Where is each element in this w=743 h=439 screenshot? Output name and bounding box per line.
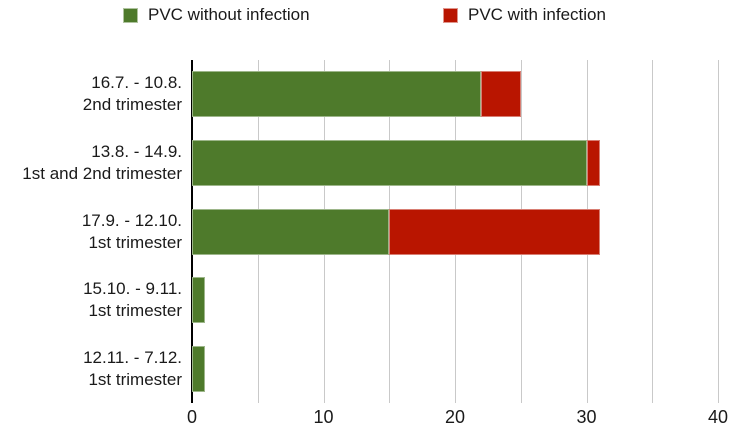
x-tick-label: 0 xyxy=(186,407,197,427)
category-label-line: 15.10. - 9.11. xyxy=(83,279,182,299)
category-label-line: 1st trimester xyxy=(88,369,182,389)
category-label-line: 12.11. - 7.12. xyxy=(83,347,182,367)
bar-segment xyxy=(192,208,390,255)
x-tick-label: 40 xyxy=(707,407,729,427)
bar-segment xyxy=(192,71,482,118)
bar-segment xyxy=(192,139,587,186)
category-label: 16.7. - 10.8. 2nd trimester xyxy=(0,72,182,116)
category-label-line: 16.7. - 10.8. xyxy=(91,73,182,93)
bar-segment xyxy=(586,139,600,186)
category-label: 15.10. - 9.11. 1st trimester xyxy=(0,278,182,322)
bar-segment xyxy=(481,71,521,118)
legend: PVC without infection PVC with infection xyxy=(0,0,743,32)
category-label: 12.11. - 7.12. 1st trimester xyxy=(0,347,182,391)
bar-segment xyxy=(389,208,600,255)
bar-segment xyxy=(192,277,206,324)
x-tick-label: 30 xyxy=(576,407,597,427)
category-label-line: 1st and 2nd trimester xyxy=(22,163,182,183)
gridline xyxy=(652,60,654,403)
category-label: 13.8. - 14.9. 1st and 2nd trimester xyxy=(0,141,182,185)
category-label-line: 13.8. - 14.9. xyxy=(91,141,182,161)
legend-label-with-infection: PVC with infection xyxy=(468,5,606,24)
category-label-line: 2nd trimester xyxy=(82,95,182,115)
legend-item-pvc-with-infection: PVC with infection xyxy=(443,5,606,25)
bar-row xyxy=(192,208,600,255)
bar-segment xyxy=(192,345,206,392)
legend-item-pvc-without-infection: PVC without infection xyxy=(123,5,310,25)
bar-row xyxy=(192,71,521,118)
legend-swatch-green-icon xyxy=(123,7,138,23)
legend-label-without-infection: PVC without infection xyxy=(148,5,310,24)
bar-row xyxy=(192,345,206,392)
category-label-line: 1st trimester xyxy=(88,232,182,252)
x-tick-label: 20 xyxy=(444,407,466,427)
category-label-line: 1st trimester xyxy=(88,301,182,321)
category-label: 17.9. - 12.10. 1st trimester xyxy=(0,210,182,254)
x-tick-label: 10 xyxy=(313,407,334,427)
legend-swatch-red-icon xyxy=(443,7,458,23)
gridline xyxy=(718,60,719,403)
bar-row xyxy=(192,139,600,186)
bar-row xyxy=(192,277,206,324)
category-label-line: 17.9. - 12.10. xyxy=(81,210,182,230)
